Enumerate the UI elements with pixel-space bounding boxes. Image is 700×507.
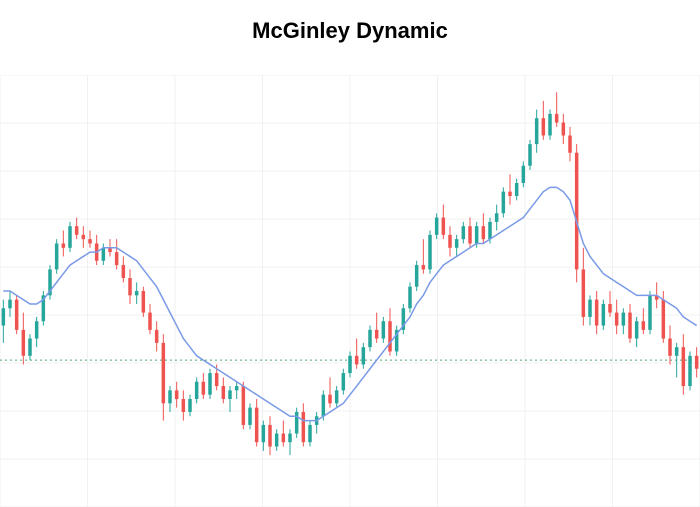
- candlestick-chart: [0, 75, 700, 507]
- chart-title: McGinley Dynamic: [0, 0, 700, 44]
- chart-area: [0, 75, 700, 507]
